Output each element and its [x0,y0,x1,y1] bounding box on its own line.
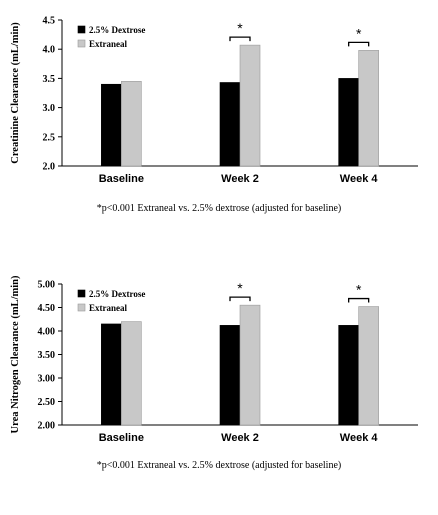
significance-bracket [229,296,251,302]
bar-dextrose [338,78,359,167]
legend-swatch [77,39,86,48]
x-category-label: Week 4 [340,173,379,185]
y-tick-label: 3.50 [38,350,56,361]
x-category-label: Week 2 [221,432,259,444]
significance-bracket [229,36,251,42]
x-category-label: Baseline [99,432,144,444]
significance-asterisk: * [356,25,362,41]
bar-dextrose [338,325,359,426]
legend-label: Extraneal [89,303,127,313]
urea-chart: 2.00 2.50 3.00 3.50 4.00 4.50 5.00 Urea Nitroge… [0,270,438,455]
y-axis-title: Urea Nitrogen Clearance (mL/min) [10,275,21,433]
significance-asterisk: * [356,282,362,298]
bar-extraneal [358,306,379,426]
significance-asterisk: * [237,20,243,36]
significance-asterisk: * [237,280,243,296]
y-tick-label: 4.5 [43,16,56,27]
bar-dextrose [101,323,122,426]
legend-swatch [77,303,86,312]
legend-label: 2.5% Dextrose [89,25,145,35]
urea-chart-svg: 2.00 2.50 3.00 3.50 4.00 4.50 5.00 Urea Nitroge… [10,275,418,444]
bar-extraneal [121,321,142,426]
legend-swatch [77,25,86,34]
bar-extraneal [121,81,142,167]
x-category-label: Baseline [99,173,144,185]
significance-bracket [348,41,370,47]
y-axis-title: Creatinine Clearance (mL/min) [10,22,21,164]
legend-label: 2.5% Dextrose [89,289,145,299]
y-tick-label: 3.0 [43,103,56,114]
significance-bracket [348,297,370,303]
legend-swatch [77,289,86,298]
y-tick-label: 3.5 [43,74,56,85]
creatinine-chart-svg: 2.0 2.5 3.0 3.5 4.0 4.5 Creatinine Clearance (… [10,16,418,185]
bar-dextrose [219,82,241,167]
bar-dextrose [101,83,122,167]
y-tick-label: 2.0 [43,162,56,173]
y-tick-label: 3.00 [38,374,56,385]
y-tick-label: 5.00 [38,280,56,291]
y-tick-label: 2.5 [43,132,56,143]
bar-extraneal [239,304,261,426]
y-tick-label: 4.50 [38,303,56,314]
urea-footnote: *p<0.001 Extraneal vs. 2.5% dextrose (ad… [96,460,342,471]
creatinine-footnote: *p<0.001 Extraneal vs. 2.5% dextrose (ad… [96,203,342,214]
x-category-label: Week 4 [340,432,379,444]
bar-extraneal [239,44,261,167]
x-category-label: Week 2 [221,173,259,185]
legend-label: Extraneal [89,39,127,49]
y-tick-label: 2.00 [38,421,56,432]
creatinine-chart: 2.0 2.5 3.0 3.5 4.0 4.5 Creatinine Clearance (… [0,0,438,200]
bar-dextrose [219,325,241,426]
y-tick-label: 2.50 [38,397,56,408]
y-tick-label: 4.00 [38,327,56,338]
bar-extraneal [358,50,379,167]
y-tick-label: 4.0 [43,45,56,56]
